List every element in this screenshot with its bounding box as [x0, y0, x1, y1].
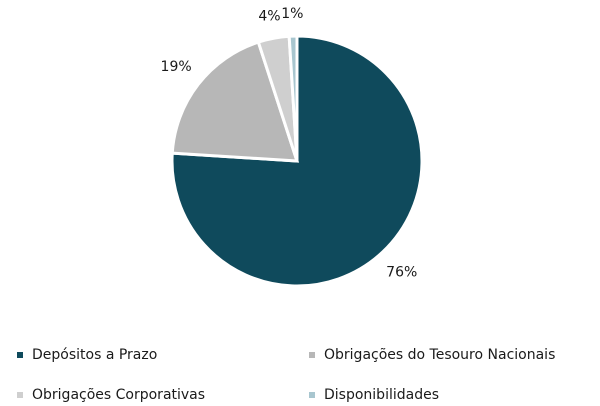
data-label: 1%	[281, 6, 303, 22]
data-label: 76%	[386, 265, 417, 281]
legend-label: Disponibilidades	[324, 387, 439, 403]
legend-label: Obrigações do Tesouro Nacionais	[324, 347, 555, 363]
data-label: 19%	[161, 59, 192, 75]
data-label: 4%	[258, 9, 280, 25]
legend-marker	[17, 392, 23, 398]
pie-slice	[170, 40, 300, 163]
legend-label: Depósitos a Prazo	[32, 347, 157, 363]
legend-marker	[17, 352, 23, 358]
pie-slice	[287, 34, 299, 162]
pie-slice	[170, 34, 424, 288]
legend-label: Obrigações Corporativas	[32, 387, 205, 403]
legend-marker	[309, 392, 315, 398]
legend-marker	[309, 352, 315, 358]
